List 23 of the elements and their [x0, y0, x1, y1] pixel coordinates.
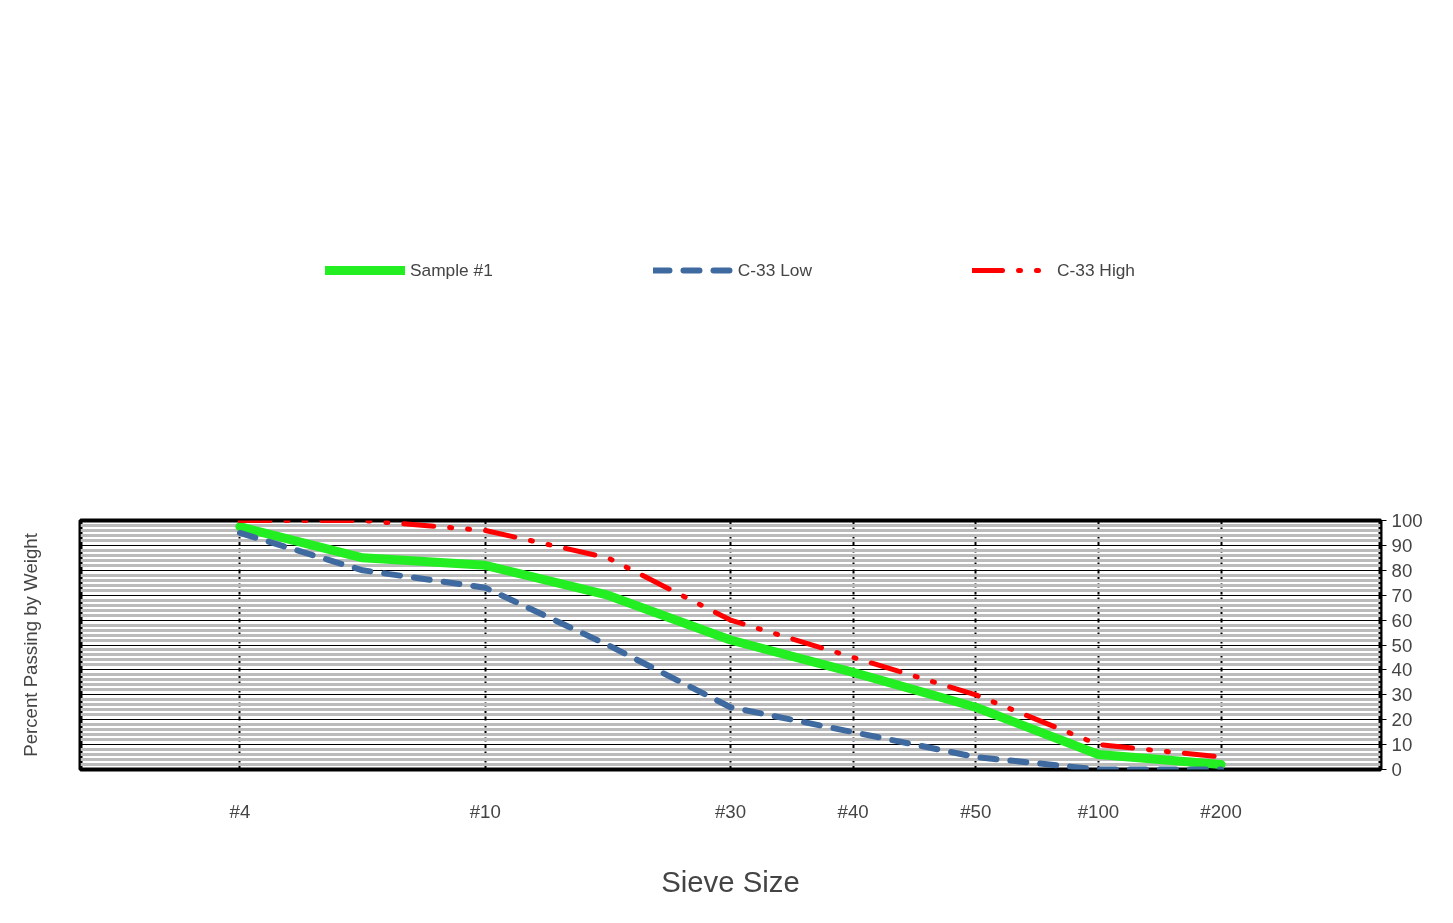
x-tick-label: #30 [714, 800, 747, 822]
y-axis-title: Percent Passing by Weight [19, 532, 41, 757]
x-axis-title: Sieve Size [661, 864, 800, 898]
y-tick-label: 70 [1391, 584, 1413, 606]
legend-label: Sample #1 [409, 259, 493, 281]
y-tick-label: 60 [1391, 609, 1413, 631]
x-tick-label: #200 [1200, 800, 1242, 822]
y-tick-label: 80 [1391, 559, 1413, 581]
y-tick-label: 40 [1391, 659, 1413, 681]
y-tick-label: 20 [1391, 709, 1413, 731]
y-tick-label: 100 [1391, 510, 1423, 531]
x-tick-label: #50 [960, 800, 992, 822]
x-tick-label: #40 [837, 800, 869, 822]
legend-label: C-33 High [1057, 259, 1136, 281]
y-tick-label: 30 [1391, 684, 1413, 706]
x-tick-label: #4 [229, 800, 251, 822]
y-tick-label: 50 [1391, 634, 1413, 656]
y-tick-label: 0 [1391, 759, 1402, 780]
x-tick-label: #10 [469, 800, 501, 822]
y-tick-label: 10 [1391, 734, 1413, 756]
legend-label: C-33 Low [737, 259, 812, 281]
x-tick-label: #100 [1077, 800, 1120, 822]
y-tick-label: 90 [1391, 534, 1413, 556]
